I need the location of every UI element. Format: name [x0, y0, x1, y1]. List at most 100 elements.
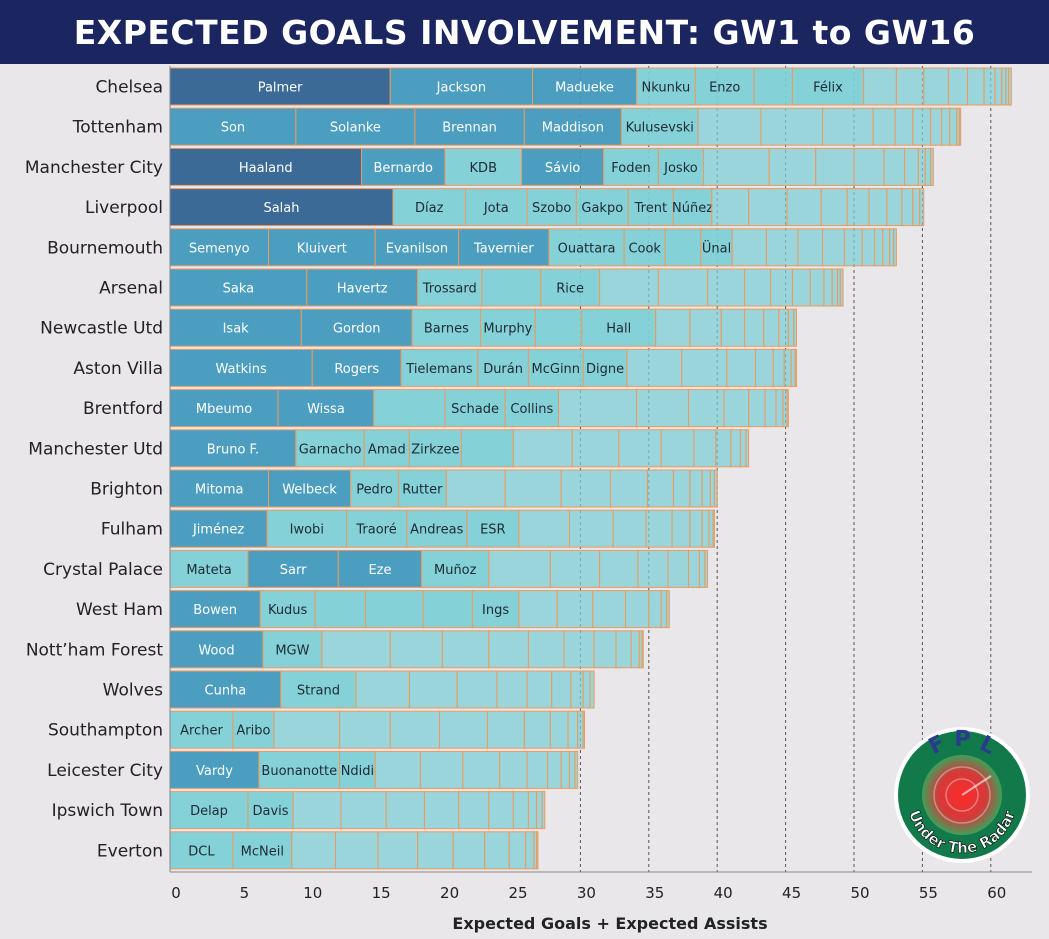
other-segment — [456, 670, 498, 709]
player-label: Sávio — [545, 161, 581, 176]
other-segment — [422, 590, 473, 629]
other-segment — [635, 389, 689, 428]
other-segment — [488, 791, 514, 830]
other-segment — [1001, 67, 1007, 106]
other-segment — [373, 389, 446, 428]
player-segment — [295, 107, 416, 146]
other-segment — [994, 67, 1003, 106]
other-segment — [941, 107, 951, 146]
other-segment — [568, 509, 614, 548]
other-segment — [689, 509, 703, 548]
team-bar: Semenyo Kluivert Evanilson Tavernier Ouattar… — [169, 228, 897, 267]
player-segment — [169, 509, 268, 548]
player-label: KDB — [470, 161, 497, 176]
other-segment — [883, 147, 906, 186]
player-segment — [603, 147, 659, 186]
team-bar: Wood MGW — [169, 630, 644, 669]
other-segment — [707, 268, 746, 307]
player-label: Brennan — [442, 121, 497, 136]
other-segment — [712, 509, 715, 548]
player-segment — [523, 107, 622, 146]
player-segment — [277, 389, 375, 428]
other-segment — [570, 670, 584, 709]
player-label: Gakpo — [581, 201, 623, 216]
other-segment — [589, 670, 595, 709]
team-bar: Watkins Rogers Tielemans Durán McGinn Digne — [169, 348, 798, 387]
team-bar: Delap Davis — [169, 791, 546, 830]
player-segment — [169, 831, 234, 870]
other-segment — [748, 188, 788, 227]
other-segment — [930, 107, 943, 146]
other-segment — [458, 791, 490, 830]
other-segment — [666, 590, 670, 629]
other-segment — [567, 710, 579, 749]
player-segment — [540, 268, 601, 307]
player-label: Wood — [198, 643, 234, 658]
team-label: Brentford — [83, 399, 163, 419]
other-segment — [599, 268, 659, 307]
other-segment — [355, 670, 410, 709]
player-segment — [700, 228, 733, 267]
other-segment — [912, 188, 921, 227]
player-label: DCL — [188, 844, 215, 859]
player-label: Archer — [180, 724, 223, 739]
other-segment — [794, 348, 798, 387]
other-segment — [713, 469, 718, 508]
team-label: Fulham — [101, 520, 163, 540]
player-segment — [620, 107, 699, 146]
player-segment — [267, 469, 352, 508]
player-label: Bruno F. — [207, 442, 259, 457]
other-segment — [571, 429, 620, 468]
other-segment — [739, 429, 747, 468]
player-segment — [548, 228, 625, 267]
other-segment — [748, 389, 766, 428]
other-segment — [983, 67, 996, 106]
other-segment — [701, 469, 711, 508]
other-segment — [764, 389, 777, 428]
other-segment — [536, 831, 539, 870]
x-tick-label: 55 — [919, 884, 938, 902]
player-segment — [363, 429, 410, 468]
player-segment — [672, 188, 713, 227]
player-segment — [526, 188, 577, 227]
other-segment — [641, 630, 644, 669]
player-label: Hall — [606, 322, 631, 337]
other-segment — [526, 750, 549, 789]
other-segment — [744, 308, 765, 347]
other-segment — [419, 750, 464, 789]
other-segment — [577, 710, 584, 749]
player-label: Núñez — [672, 201, 713, 216]
player-label: Mateta — [186, 563, 231, 578]
other-segment — [527, 630, 565, 669]
player-label: Trossard — [422, 282, 477, 297]
other-segment — [365, 590, 424, 629]
player-label: Muñoz — [434, 563, 477, 578]
other-segment — [919, 188, 925, 227]
other-segment — [292, 791, 342, 830]
other-segment — [709, 469, 715, 508]
player-label: Josko — [663, 161, 698, 176]
team-label: Wolves — [103, 681, 163, 701]
player-segment — [267, 228, 376, 267]
other-segment — [782, 389, 788, 428]
other-segment — [625, 590, 650, 629]
other-segment — [452, 831, 486, 870]
other-segment — [889, 228, 895, 267]
other-segment — [853, 147, 885, 186]
other-segment — [523, 710, 551, 749]
player-segment — [247, 549, 339, 588]
team-bar: DCL McNeil — [169, 831, 539, 870]
other-segment — [637, 549, 669, 588]
other-segment — [874, 228, 884, 267]
other-segment — [863, 67, 897, 106]
other-segment — [560, 750, 570, 789]
player-label: Saka — [223, 282, 254, 297]
other-segment — [646, 469, 674, 508]
other-segment — [689, 469, 703, 508]
player-label: Son — [221, 121, 245, 136]
player-label: McGinn — [532, 362, 581, 377]
team-bar: Palmer Jackson Madueke Nkunku Enzo Félix — [169, 67, 1012, 106]
other-segment — [593, 630, 617, 669]
other-segment — [615, 630, 632, 669]
other-segment — [923, 67, 949, 106]
